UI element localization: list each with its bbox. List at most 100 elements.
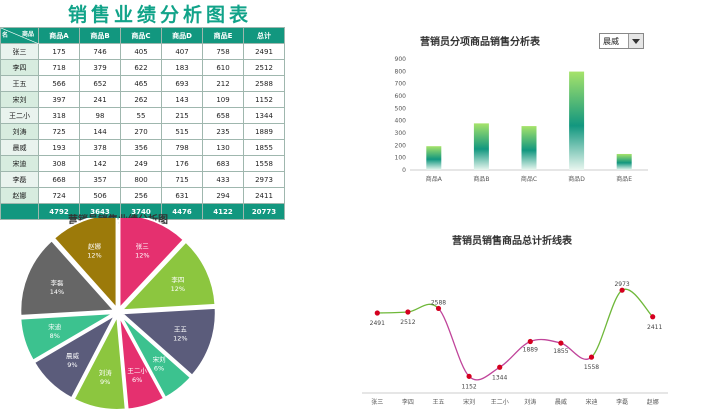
value-cell[interactable]: 241: [79, 91, 121, 108]
value-cell[interactable]: 193: [38, 139, 80, 156]
value-cell[interactable]: 235: [202, 123, 244, 140]
value-cell[interactable]: 109: [202, 91, 244, 108]
value-cell[interactable]: 144: [79, 123, 121, 140]
x-tick-label: 李磊: [616, 398, 628, 406]
value-cell[interactable]: 2973: [243, 171, 285, 188]
row-name-cell[interactable]: 晨威: [0, 139, 39, 156]
value-cell[interactable]: 98: [79, 107, 121, 124]
value-cell[interactable]: 668: [38, 171, 80, 188]
dropdown-button[interactable]: [628, 34, 643, 48]
value-cell[interactable]: 215: [161, 107, 203, 124]
pie-slice-percent: 12%: [87, 251, 101, 259]
row-name-cell[interactable]: 王二小: [0, 107, 39, 124]
value-cell[interactable]: 652: [79, 75, 121, 92]
value-cell[interactable]: 566: [38, 75, 80, 92]
value-cell[interactable]: 798: [161, 139, 203, 156]
pie-slice-percent: 12%: [173, 335, 187, 343]
value-cell[interactable]: 249: [120, 155, 162, 172]
value-cell[interactable]: 2491: [243, 43, 285, 60]
value-cell[interactable]: 433: [202, 171, 244, 188]
value-cell[interactable]: 256: [120, 187, 162, 204]
row-name-cell[interactable]: 张三: [0, 43, 39, 60]
row-name-cell[interactable]: 宋刘: [0, 91, 39, 108]
value-cell[interactable]: 758: [202, 43, 244, 60]
corner-label-product: 商品: [21, 31, 34, 38]
value-cell[interactable]: 308: [38, 155, 80, 172]
line-point: [619, 287, 625, 293]
value-cell[interactable]: 270: [120, 123, 162, 140]
value-cell[interactable]: 176: [161, 155, 203, 172]
table-row: 宋刘 397 241 262 143 109 1152: [0, 91, 285, 108]
value-cell[interactable]: 142: [79, 155, 121, 172]
value-cell[interactable]: 183: [161, 59, 203, 76]
value-cell[interactable]: 715: [161, 171, 203, 188]
chevron-down-icon: [632, 39, 640, 44]
value-cell[interactable]: 1344: [243, 107, 285, 124]
value-cell[interactable]: 693: [161, 75, 203, 92]
value-cell[interactable]: 356: [120, 139, 162, 156]
value-cell[interactable]: 130: [202, 139, 244, 156]
value-cell[interactable]: 55: [120, 107, 162, 124]
total-cell[interactable]: 4122: [202, 203, 244, 220]
value-cell[interactable]: 724: [38, 187, 80, 204]
value-cell[interactable]: 506: [79, 187, 121, 204]
value-cell[interactable]: 357: [79, 171, 121, 188]
row-name-cell[interactable]: 刘涛: [0, 123, 39, 140]
value-cell[interactable]: 683: [202, 155, 244, 172]
value-cell[interactable]: 175: [38, 43, 80, 60]
value-cell[interactable]: 1855: [243, 139, 285, 156]
value-cell[interactable]: 610: [202, 59, 244, 76]
data-label: 2411: [647, 324, 662, 331]
table-row: 王二小 318 98 55 215 658 1344: [0, 107, 285, 124]
row-name-cell[interactable]: 李磊: [0, 171, 39, 188]
value-cell[interactable]: 631: [161, 187, 203, 204]
value-cell[interactable]: 294: [202, 187, 244, 204]
value-cell[interactable]: 515: [161, 123, 203, 140]
value-cell[interactable]: 718: [38, 59, 80, 76]
value-cell[interactable]: 379: [79, 59, 121, 76]
value-cell[interactable]: 800: [120, 171, 162, 188]
salesperson-dropdown[interactable]: 晨威: [599, 33, 644, 49]
column-header: 商品E: [202, 27, 244, 44]
value-cell[interactable]: 378: [79, 139, 121, 156]
total-cell[interactable]: 4792: [38, 203, 80, 220]
pie-slice-label: 李四: [171, 275, 184, 284]
value-cell[interactable]: 397: [38, 91, 80, 108]
total-cell[interactable]: 3643: [79, 203, 121, 220]
pie-slice: [52, 218, 118, 311]
value-cell[interactable]: 407: [161, 43, 203, 60]
pie-slice-label: 王二小: [127, 366, 147, 375]
x-tick-label: 赵娜: [647, 398, 659, 406]
value-cell[interactable]: 318: [38, 107, 80, 124]
row-name-cell[interactable]: 赵娜: [0, 187, 39, 204]
value-cell[interactable]: 622: [120, 59, 162, 76]
value-cell[interactable]: 212: [202, 75, 244, 92]
data-label: 1889: [523, 346, 538, 353]
value-cell[interactable]: 1152: [243, 91, 285, 108]
value-cell[interactable]: 143: [161, 91, 203, 108]
line-point: [558, 340, 564, 346]
row-name-cell[interactable]: 王五: [0, 75, 39, 92]
value-cell[interactable]: 405: [120, 43, 162, 60]
y-tick-label: 800: [395, 68, 407, 75]
row-name-cell[interactable]: 宋迪: [0, 155, 39, 172]
line-segment: [377, 311, 408, 314]
pie-slice: [118, 315, 166, 411]
value-cell[interactable]: 746: [79, 43, 121, 60]
value-cell[interactable]: 262: [120, 91, 162, 108]
value-cell[interactable]: 2512: [243, 59, 285, 76]
value-cell[interactable]: 658: [202, 107, 244, 124]
value-cell[interactable]: 1889: [243, 123, 285, 140]
value-cell[interactable]: 725: [38, 123, 80, 140]
value-cell[interactable]: 2411: [243, 187, 285, 204]
row-name-cell[interactable]: 李四: [0, 59, 39, 76]
value-cell[interactable]: 465: [120, 75, 162, 92]
column-header: 商品C: [120, 27, 162, 44]
total-cell[interactable]: 20773: [243, 203, 285, 220]
value-cell[interactable]: 2588: [243, 75, 285, 92]
table-row: 李四 718 379 622 183 610 2512: [0, 59, 285, 76]
pie-slice-percent: 14%: [50, 288, 64, 296]
table-row: 张三 175 746 405 407 758 2491: [0, 43, 285, 60]
value-cell[interactable]: 1558: [243, 155, 285, 172]
pie-chart: 张三12%李四12%王五12%宋刘6%王二小6%刘涛9%晨威9%宋迪8%李磊14…: [19, 218, 217, 411]
